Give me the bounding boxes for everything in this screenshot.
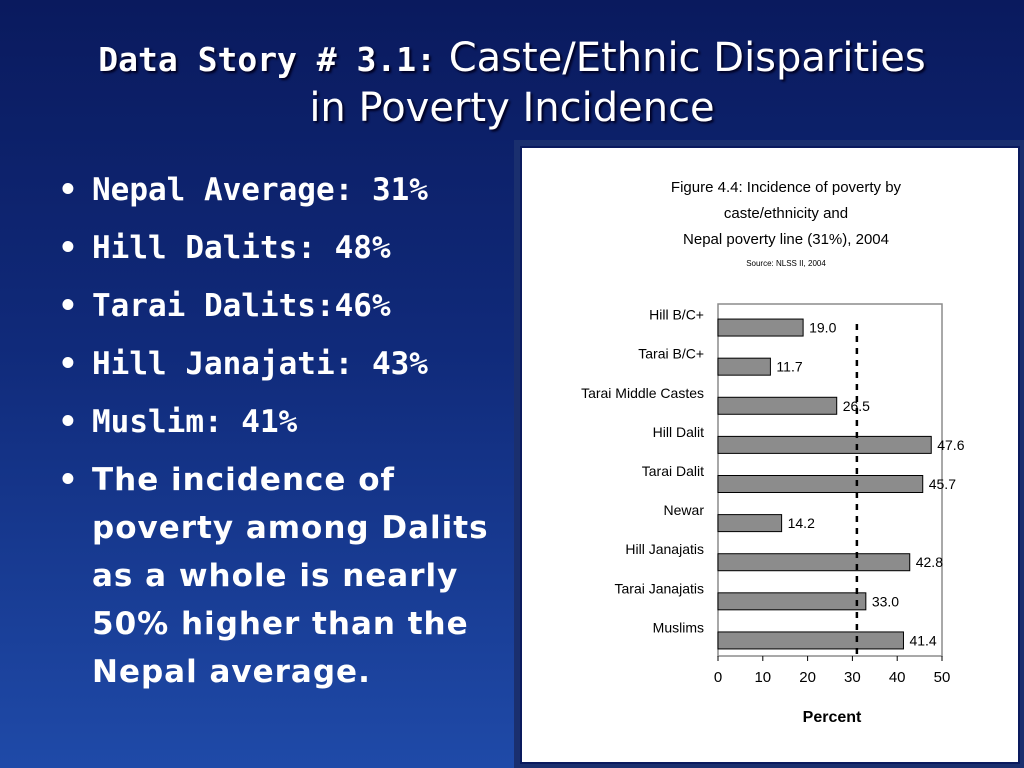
bar — [717, 435, 932, 454]
bar — [717, 553, 911, 572]
category-label: Tarai Janajatis — [615, 580, 705, 596]
bullet-paragraph: The incidence of poverty among Dalits as… — [52, 456, 492, 696]
chart-panel: Figure 4.4: Incidence of poverty by caste… — [514, 140, 1024, 768]
bar — [717, 357, 771, 376]
x-axis-label: Percent — [803, 709, 862, 726]
category-label: Hill B/C+ — [649, 307, 704, 323]
bar-value-label: 14.2 — [788, 515, 815, 531]
bar-value-label: 41.4 — [909, 632, 936, 648]
bar — [717, 396, 838, 415]
category-label: Tarai B/C+ — [638, 346, 704, 362]
bar-value-label: 42.8 — [916, 554, 943, 570]
bullet-item: Tarai Dalits:46% — [52, 282, 492, 330]
chart-title-line: caste/ethnicity and — [724, 205, 848, 222]
bar-value-label: 19.0 — [809, 320, 836, 336]
x-tick-label: 50 — [934, 669, 951, 686]
category-label: Tarai Dalit — [642, 463, 704, 479]
title-prefix: Data Story # 3.1: — [98, 40, 437, 79]
x-tick-label: 40 — [889, 669, 906, 686]
category-label: Hill Dalit — [653, 424, 704, 440]
chart-source: Source: NLSS II, 2004 — [746, 259, 826, 268]
bullet-item: Hill Dalits: 48% — [52, 224, 492, 272]
category-label: Tarai Middle Castes — [581, 385, 704, 401]
bar — [717, 514, 783, 533]
bullet-item: Hill Janajati: 43% — [52, 340, 492, 388]
chart-title-line: Figure 4.4: Incidence of poverty by — [671, 179, 902, 196]
bar-value-label: 47.6 — [937, 437, 964, 453]
bar-value-label: 11.7 — [776, 359, 802, 375]
bar — [717, 318, 804, 337]
category-label: Muslims — [653, 619, 704, 635]
x-tick-label: 30 — [844, 669, 861, 686]
bar-value-label: 33.0 — [872, 593, 899, 609]
x-tick-label: 0 — [714, 669, 722, 686]
bar — [717, 592, 867, 611]
poverty-bar-chart: Figure 4.4: Incidence of poverty by caste… — [581, 179, 965, 726]
x-tick-label: 20 — [799, 669, 816, 686]
slide-title: Data Story # 3.1: Caste/Ethnic Dispariti… — [0, 34, 1024, 132]
bar-value-label: 26.5 — [843, 398, 870, 414]
x-tick-label: 10 — [754, 669, 771, 686]
chart-title-line: Nepal poverty line (31%), 2004 — [683, 231, 889, 248]
bullet-list: Nepal Average: 31% Hill Dalits: 48% Tara… — [52, 166, 492, 706]
bullet-item: Muslim: 41% — [52, 398, 492, 446]
category-label: Newar — [664, 502, 705, 518]
bar-value-label: 45.7 — [929, 476, 956, 492]
category-label: Hill Janajatis — [625, 541, 704, 557]
title-line-1: Caste/Ethnic Disparities — [448, 35, 926, 81]
bar — [717, 475, 924, 493]
bullet-item: Nepal Average: 31% — [52, 166, 492, 214]
title-line-2: in Poverty Incidence — [309, 85, 715, 131]
bar — [717, 631, 904, 650]
